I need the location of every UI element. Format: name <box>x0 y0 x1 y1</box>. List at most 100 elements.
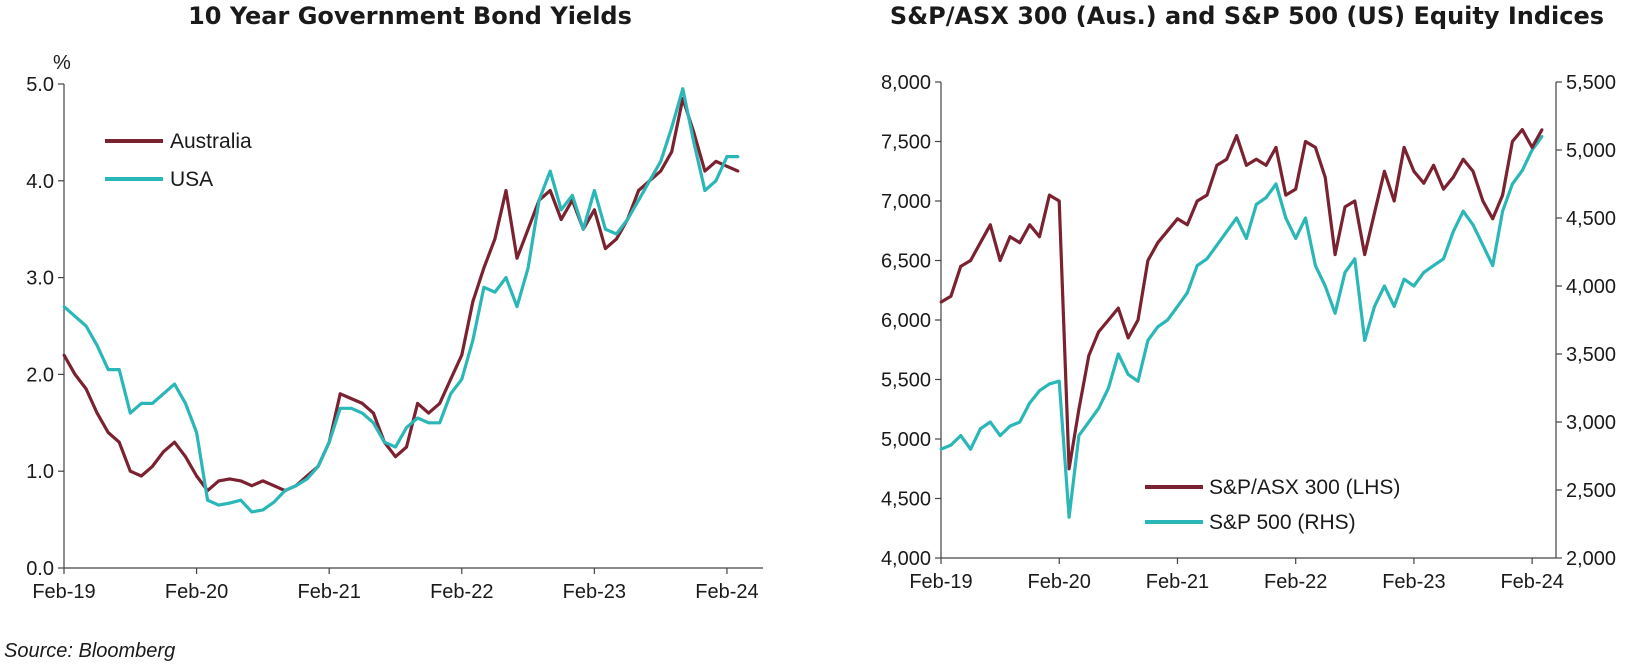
series-line-sp500-point <box>1028 401 1032 405</box>
series-line-asx300-point <box>1461 157 1465 161</box>
series-line-usa-point <box>515 305 519 308</box>
series-line-usa-point <box>471 339 475 342</box>
series-line-asx300-point <box>1254 157 1258 161</box>
series-line-sp500-point <box>1126 373 1130 376</box>
series-line-asx300-point <box>1225 157 1229 161</box>
series-line-australia-point <box>73 373 77 376</box>
series-line-australia-point <box>250 484 254 488</box>
series-line-asx300-point <box>949 294 953 298</box>
series-line-asx300-point <box>1383 169 1386 173</box>
series-line-sp500-point <box>1195 264 1199 267</box>
series-line-australia-point <box>559 218 563 221</box>
y-tick-label: 4,500 <box>1566 208 1616 230</box>
series-line-sp500-point <box>1491 264 1495 267</box>
y-tick-label: 2,000 <box>1566 548 1616 570</box>
series-line-usa-point <box>725 155 729 159</box>
series-line-australia-point <box>659 169 663 173</box>
series-line-usa-point <box>626 218 629 221</box>
series-line-usa-point <box>117 368 121 371</box>
series-line-sp500-point <box>1422 271 1426 274</box>
series-line-asx300-point <box>1166 229 1169 233</box>
series-line-asx300-point <box>1333 253 1337 256</box>
bond-yields-title: 10 Year Government Bond Yields <box>188 2 632 30</box>
series-line-asx300-point <box>1412 169 1416 173</box>
series-line-sp500-point <box>1146 339 1150 342</box>
series-line-asx300-point <box>969 259 972 262</box>
series-line-asx300-point <box>1048 193 1051 197</box>
series-line-asx300 <box>940 128 1544 471</box>
y-tick-label: 5,500 <box>881 370 931 392</box>
series-line-asx300-point <box>1501 193 1504 197</box>
series-line-sp500-point <box>1451 230 1455 234</box>
series-line-asx300-point <box>1481 199 1485 203</box>
equity-x-ticks: Feb-19 Feb-20 Feb-21 Feb-22 Feb-23 Feb-24 <box>909 558 1564 593</box>
series-line-australia-point <box>261 479 265 483</box>
series-line-usa-point <box>261 508 265 512</box>
series-line-sp500-point <box>1363 339 1367 342</box>
series-line-asx300-point <box>1008 235 1012 239</box>
series-line-australia-point <box>526 227 530 231</box>
bond-yields-series <box>62 87 740 514</box>
series-line-asx300-point <box>1136 318 1140 322</box>
series-line-usa-point <box>438 421 442 425</box>
series-line-usa-point <box>173 382 176 386</box>
series-line-usa-point <box>95 344 99 347</box>
series-line-usa-point <box>504 276 508 279</box>
series-line-usa-point <box>139 402 143 405</box>
series-line-usa-point <box>206 498 210 502</box>
series-line-usa-point <box>648 179 651 183</box>
series-line-australia-point <box>239 479 243 483</box>
series-line-asx300-point <box>1057 199 1061 203</box>
series-line-australia-point <box>128 469 132 473</box>
series-line-asx300-point <box>1520 128 1524 132</box>
series-line-asx300-point <box>1176 217 1179 221</box>
series-line-australia-point <box>360 402 364 405</box>
series-line-usa-point <box>272 500 276 504</box>
series-line-australia-point <box>405 445 408 449</box>
bond-yields-y-ticks: 0.0 1.0 2.0 3.0 4.0 5.0 <box>26 74 64 580</box>
x-tick-label: Feb-20 <box>165 581 228 603</box>
series-line-asx300-point <box>1274 146 1278 149</box>
series-line-australia-point <box>394 455 397 459</box>
x-tick-label: Feb-22 <box>430 581 493 603</box>
series-line-asx300-point <box>1264 163 1268 167</box>
series-line-usa-point <box>460 377 464 381</box>
x-tick-label: Feb-23 <box>1382 571 1445 593</box>
equity-right-y-ticks: 2,000 2,500 3,000 3,500 4,000 4,500 5,000 5,500 <box>1556 72 1616 570</box>
series-line-australia-point <box>162 450 165 454</box>
series-line-australia-point <box>416 402 419 405</box>
equity-indices-title: S&P/ASX 300 (Aus.) and S&P 500 (US) Equi… <box>890 2 1604 30</box>
series-line-asx300-point <box>1215 163 1219 167</box>
legend-label-asx300: S&P/ASX 300 (LHS) <box>1209 476 1400 499</box>
series-line-sp500-point <box>1412 284 1416 288</box>
series-line-usa-point <box>559 208 563 212</box>
series-line-asx300-point <box>1392 199 1396 203</box>
series-line-usa <box>62 87 738 514</box>
series-line-asx300-point <box>1511 140 1514 143</box>
y-tick-label: 5,000 <box>881 429 931 451</box>
series-line-australia-point <box>84 387 88 391</box>
x-tick-label: Feb-21 <box>297 581 360 603</box>
series-line-usa-point <box>736 155 740 159</box>
series-line-usa-point <box>239 498 243 502</box>
series-line-usa-point <box>615 232 618 236</box>
series-line-sp500-point <box>1511 182 1514 186</box>
y-tick-label: 6,500 <box>881 251 931 273</box>
series-line-sp500-point <box>1520 169 1524 172</box>
series-line-sp500-point <box>1304 216 1307 220</box>
series-line-australia-point <box>548 189 552 192</box>
series-line-australia-point <box>703 169 707 173</box>
series-line-sp500-point <box>1314 264 1317 267</box>
series-line-asx300-point <box>959 265 963 268</box>
series-line-australia-point <box>460 353 464 357</box>
series-line-asx300-point <box>1363 253 1367 256</box>
series-line-sp500-point <box>1353 257 1357 261</box>
series-line-sp500-point <box>1038 389 1041 393</box>
series-line-usa-point <box>394 445 397 449</box>
x-tick-label: Feb-24 <box>1500 571 1563 593</box>
series-line-australia-point <box>117 440 121 444</box>
equity-indices-chart: S&P/ASX 300 (Aus.) and S&P 500 (US) Equi… <box>881 2 1616 593</box>
series-line-asx300-point <box>1323 175 1327 179</box>
x-tick-label: Feb-22 <box>1264 571 1327 593</box>
